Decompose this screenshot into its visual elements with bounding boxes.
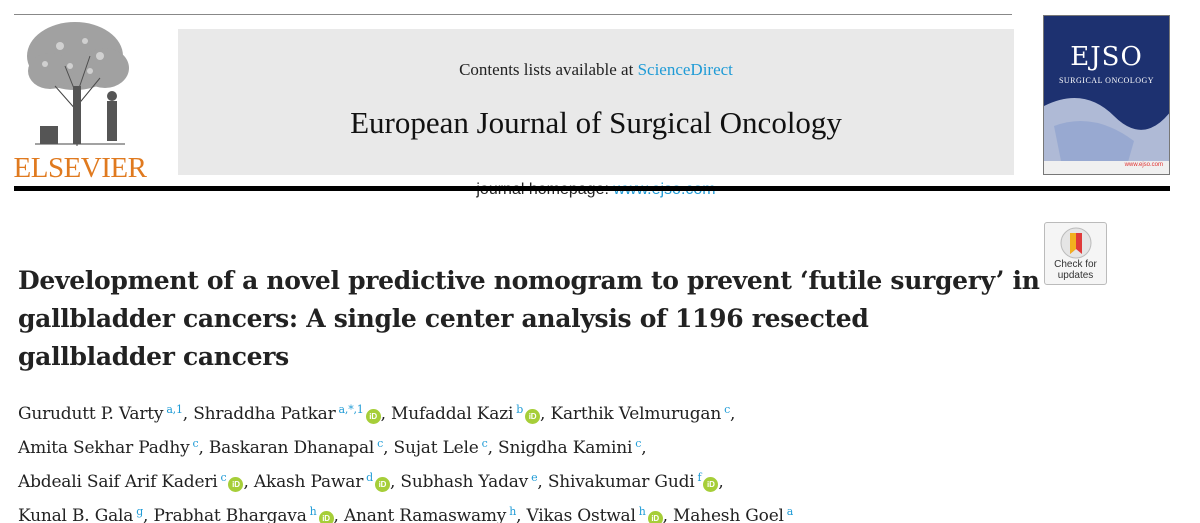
author-entry: Shivakumar Gudi fiD — [547, 471, 719, 492]
author-entry: Snigdha Kamini c — [498, 437, 642, 458]
affiliation-marker[interactable]: c — [192, 437, 199, 450]
cover-title: EJSO — [1070, 42, 1143, 72]
journal-banner: Contents lists available at ScienceDirec… — [178, 29, 1014, 198]
author-entry: Kunal B. Gala g — [18, 505, 144, 523]
author-name[interactable]: Shraddha Patkar — [193, 404, 336, 424]
article-title: Development of a novel predictive nomogr… — [18, 262, 1040, 376]
check-for-updates-label: Check for updates — [1045, 259, 1106, 281]
affiliation-marker[interactable]: d — [366, 471, 373, 484]
contents-prefix: Contents lists available at — [459, 60, 638, 79]
affiliation-marker[interactable]: h — [509, 505, 517, 518]
author-name[interactable]: Snigdha Kamini — [498, 438, 633, 458]
article-title-line: gallbladder cancers: A single center ana… — [18, 304, 869, 333]
affiliation-marker[interactable]: f — [697, 471, 702, 484]
cover-art-icon — [1044, 16, 1169, 174]
check-label-line2: updates — [1057, 270, 1094, 281]
author-name[interactable]: Abdeali Saif Arif Kaderi — [18, 472, 218, 492]
header-top-rule — [14, 14, 1012, 15]
author-list: Gurudutt P. Varty a,1, Shraddha Patkar a,*… — [18, 395, 1038, 523]
author-name[interactable]: Baskaran Dhanapal — [208, 438, 375, 458]
author-entry: Amita Sekhar Padhy c — [18, 437, 199, 458]
orcid-icon[interactable]: iD — [228, 477, 244, 492]
affiliation-marker[interactable]: c — [635, 437, 642, 450]
sciencedirect-link[interactable]: ScienceDirect — [637, 60, 733, 79]
affiliation-marker[interactable]: h — [309, 505, 317, 518]
article-title-line: Development of a novel predictive nomogr… — [18, 266, 1040, 295]
journal-cover[interactable]: EJSO SURGICAL ONCOLOGY www.ejso.com — [1043, 15, 1170, 175]
author-name[interactable]: Kunal B. Gala — [18, 506, 134, 523]
cover-url: www.ejso.com — [1124, 162, 1163, 168]
orcid-icon[interactable]: iD — [647, 511, 663, 523]
orcid-icon[interactable]: iD — [703, 477, 719, 492]
affiliation-marker[interactable]: g — [136, 505, 144, 518]
author-line: Kunal B. Gala g, Prabhat Bhargava hiD, Ana… — [18, 497, 1038, 523]
elsevier-logo[interactable]: ELSEVIER — [10, 16, 150, 184]
check-for-updates-button[interactable]: Check for updates — [1044, 222, 1107, 285]
author-name[interactable]: Vikas Ostwal — [526, 506, 636, 523]
author-entry: Gurudutt P. Varty a,1 — [18, 403, 183, 424]
orcid-icon[interactable]: iD — [374, 477, 390, 492]
author-name[interactable]: Mahesh Goel — [673, 506, 784, 523]
author-name[interactable]: Prabhat Bhargava — [153, 506, 307, 523]
affiliation-marker[interactable]: c — [724, 403, 731, 416]
cover-subtitle: SURGICAL ONCOLOGY — [1058, 76, 1155, 85]
contents-line: Contents lists available at ScienceDirec… — [178, 60, 1014, 80]
check-label-line1: Check for — [1054, 259, 1097, 270]
affiliation-marker[interactable]: a,*,1 — [338, 403, 364, 416]
orcid-icon[interactable]: iD — [318, 511, 334, 523]
author-name[interactable]: Anant Ramaswamy — [343, 506, 507, 523]
author-name[interactable]: Mufaddal Kazi — [391, 404, 514, 424]
author-name[interactable]: Shivakumar Gudi — [547, 472, 695, 492]
author-name[interactable]: Karthik Velmurugan — [550, 404, 722, 424]
affiliation-marker[interactable]: c — [377, 437, 384, 450]
elsevier-tree-icon — [27, 22, 129, 146]
affiliation-marker[interactable]: b — [516, 403, 524, 416]
author-entry: Mufaddal Kazi biD — [391, 403, 541, 424]
affiliation-marker[interactable]: h — [638, 505, 646, 518]
author-entry: Vikas Ostwal hiD — [526, 505, 663, 523]
author-name[interactable]: Gurudutt P. Varty — [18, 404, 164, 424]
author-entry: Karthik Velmurugan c — [550, 403, 731, 424]
affiliation-marker[interactable]: a — [786, 505, 794, 518]
elsevier-wordmark: ELSEVIER — [13, 152, 147, 184]
affiliation-marker[interactable]: c — [220, 471, 227, 484]
author-entry: Subhash Yadav e — [400, 471, 538, 492]
author-entry: Baskaran Dhanapal c — [208, 437, 384, 458]
author-entry: Akash Pawar diD — [253, 471, 390, 492]
author-entry: Anant Ramaswamy h — [343, 505, 517, 523]
affiliation-marker[interactable]: e — [531, 471, 538, 484]
author-line: Abdeali Saif Arif Kaderi ciD, Akash Pawar… — [18, 471, 724, 492]
author-entry: Sujat Lele c — [393, 437, 488, 458]
affiliation-marker[interactable]: a,1 — [166, 403, 183, 416]
author-entry: Prabhat Bhargava hiD — [153, 505, 334, 523]
affiliation-marker[interactable]: c — [481, 437, 488, 450]
journal-title[interactable]: European Journal of Surgical Oncology — [350, 105, 842, 140]
author-line: Gurudutt P. Varty a,1, Shraddha Patkar a,*… — [18, 403, 736, 424]
article-title-line: gallbladder cancers — [18, 342, 289, 371]
author-name[interactable]: Amita Sekhar Padhy — [18, 438, 190, 458]
author-line: Amita Sekhar Padhy c, Baskaran Dhanapal c,… — [18, 437, 647, 458]
orcid-icon[interactable]: iD — [365, 409, 381, 424]
orcid-icon[interactable]: iD — [525, 409, 541, 424]
header-bottom-rule — [14, 186, 1170, 191]
author-name[interactable]: Sujat Lele — [393, 438, 479, 458]
author-name[interactable]: Subhash Yadav — [400, 472, 529, 492]
author-entry: Abdeali Saif Arif Kaderi ciD — [18, 471, 244, 492]
author-entry: Shraddha Patkar a,*,1iD — [193, 403, 381, 424]
bookmark-icon — [1060, 227, 1092, 259]
author-entry: Mahesh Goel a — [673, 505, 794, 523]
author-name[interactable]: Akash Pawar — [253, 472, 364, 492]
